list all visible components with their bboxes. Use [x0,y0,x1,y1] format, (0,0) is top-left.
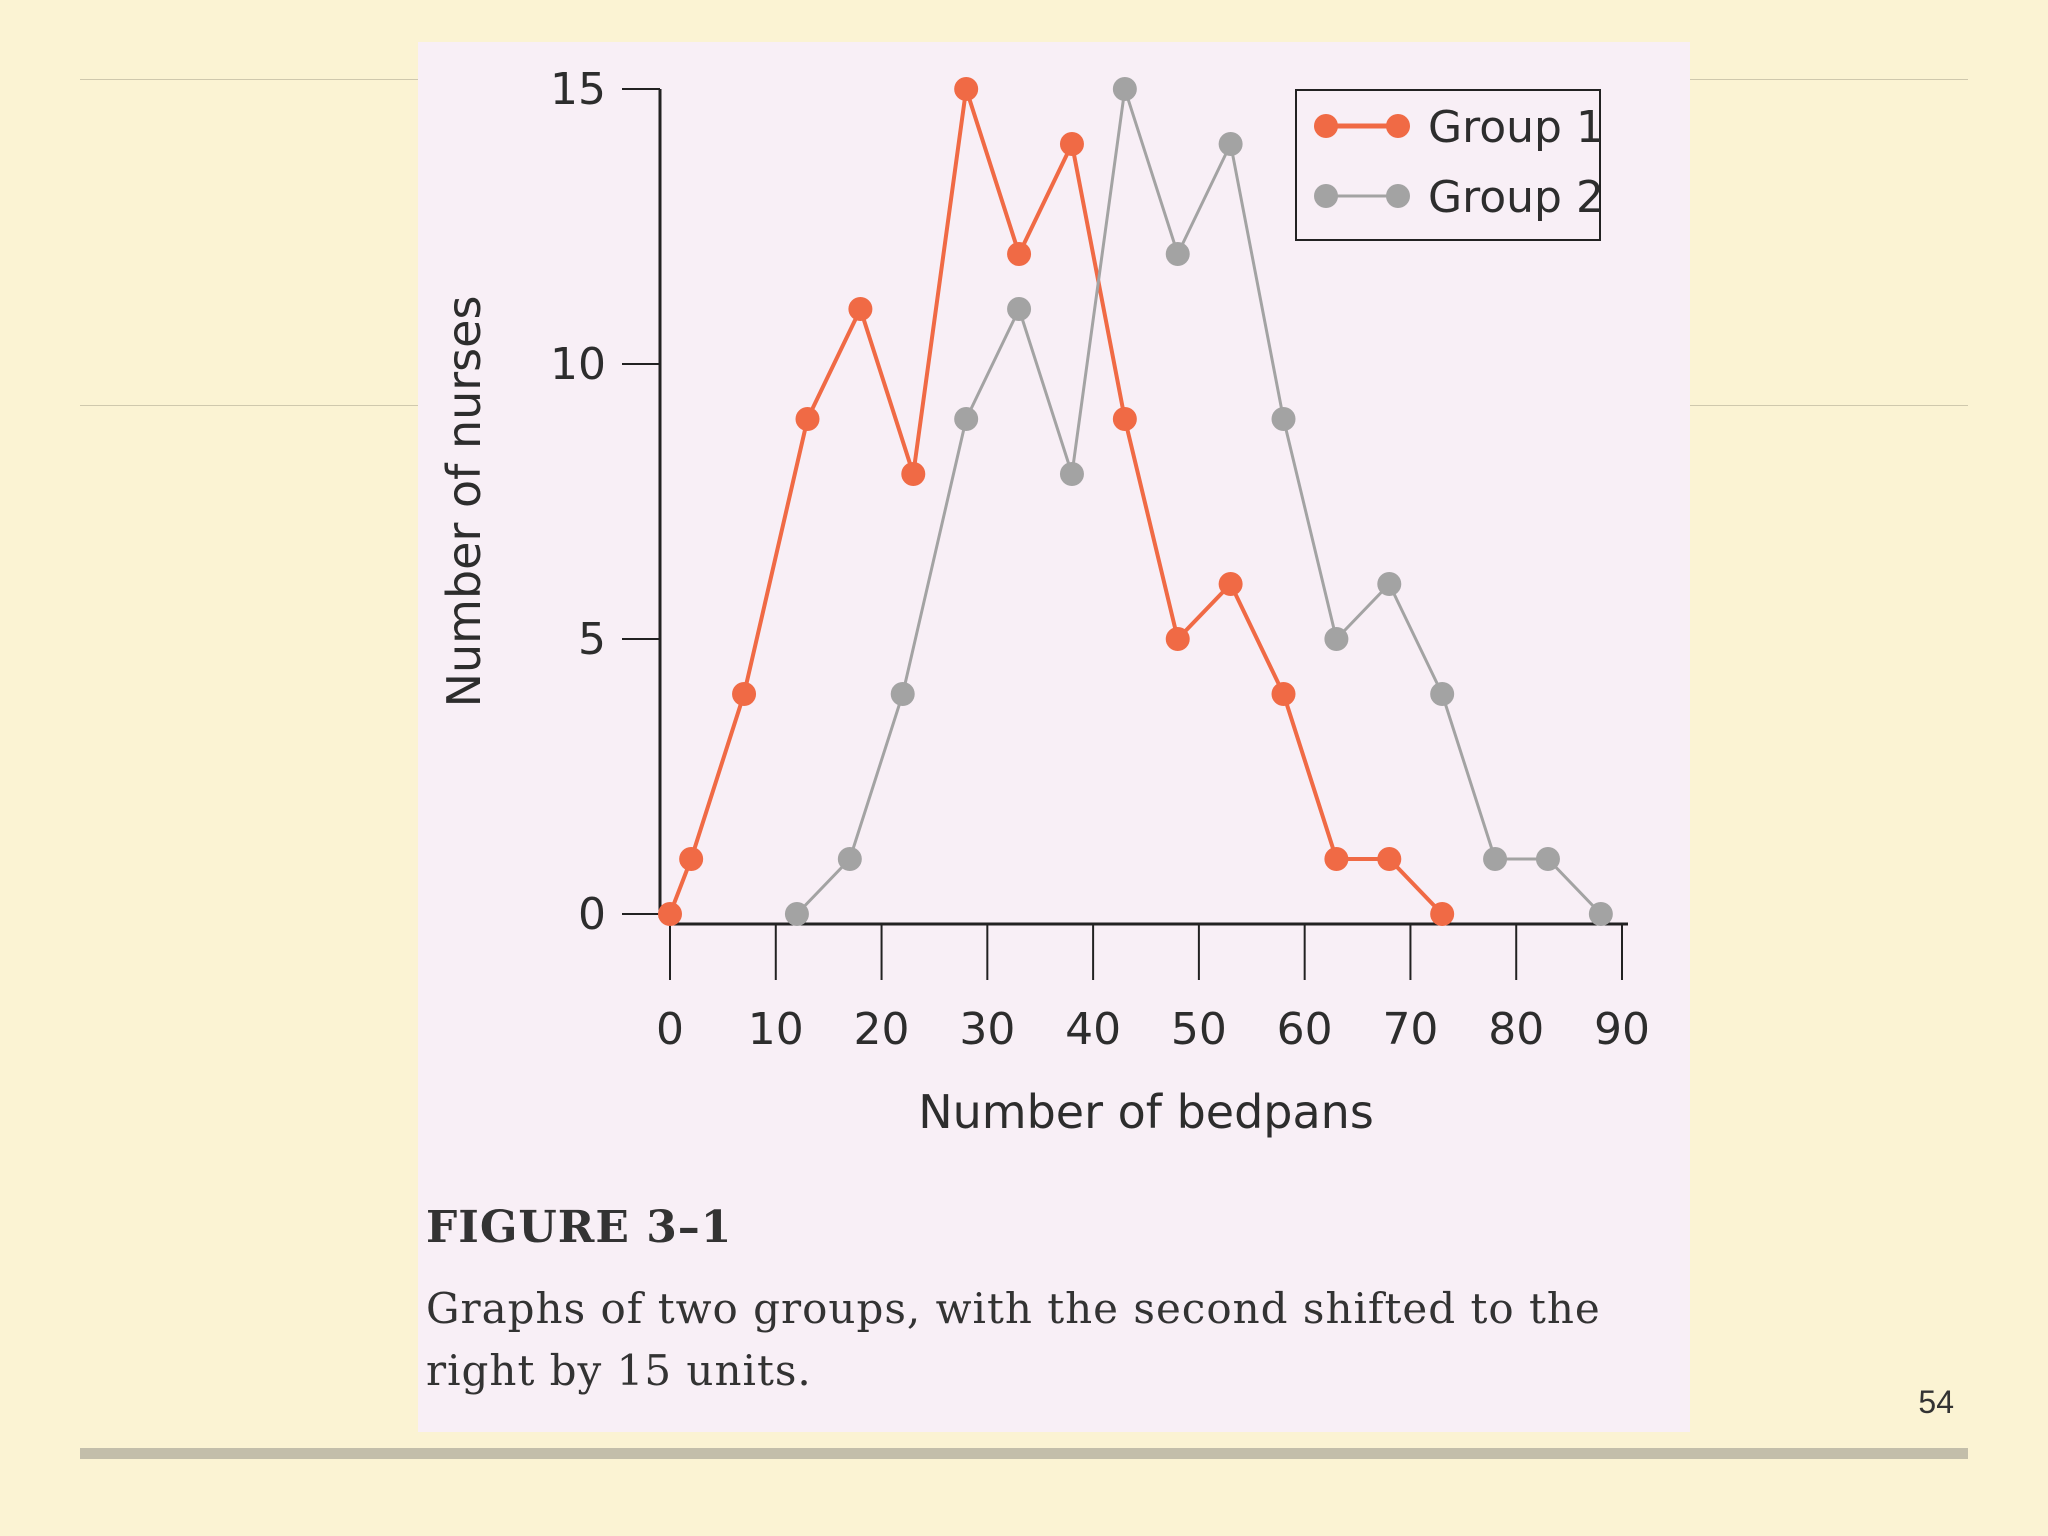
x-tick-label: 40 [1065,1004,1121,1055]
data-point [658,902,682,926]
x-tick-label: 0 [656,1004,684,1055]
data-point [1059,462,1084,486]
data-point [1165,242,1190,266]
data-point [1218,572,1243,596]
data-point [784,902,809,926]
data-point [1377,572,1402,596]
data-point [1112,77,1137,101]
y-axis-label: Number of nurses [437,296,491,708]
data-point [1007,297,1032,321]
series-line-2 [795,87,1602,916]
series-line-1 [668,87,1444,916]
x-tick-label: 70 [1382,1004,1438,1055]
x-tick-label: 60 [1277,1004,1333,1055]
data-point [1588,902,1613,926]
data-point [1165,627,1190,651]
legend-marker [1314,114,1338,138]
legend-label-1: Group 1 [1428,102,1604,153]
y-tick-label: 15 [550,64,606,115]
chart-series-layer [658,77,1613,926]
series-group-2 [784,77,1613,926]
data-point [1059,132,1084,156]
legend-label-2: Group 2 [1428,172,1604,223]
data-point [1324,627,1349,651]
data-point [1377,847,1402,871]
data-point [1112,407,1137,431]
x-tick-label: 90 [1594,1004,1650,1055]
data-point [837,847,862,871]
data-point [1218,132,1243,156]
data-point [1324,847,1349,871]
data-point [1430,682,1455,706]
x-tick-label: 50 [1171,1004,1227,1055]
data-point [954,77,979,101]
chart-axes: 0 5 10 15 0 10 20 30 40 50 60 70 80 90 [550,64,1650,1055]
y-tick-label: 5 [578,614,606,665]
page-number: 54 [1918,1384,1954,1420]
data-point [795,407,820,431]
data-point [890,682,915,706]
legend-marker [1386,114,1410,138]
y-tick-label: 0 [578,889,606,940]
data-point [1483,847,1508,871]
divider-top-right [1690,79,1968,80]
chart-legend: Group 1 Group 2 [1295,89,1604,241]
legend-marker [1314,184,1338,208]
x-tick-label: 30 [959,1004,1015,1055]
data-point [679,847,704,871]
divider-top-left [80,79,418,80]
line-chart: 0 5 10 15 0 10 20 30 40 50 60 70 80 90 Group 1 Group 2… [437,64,1650,1139]
data-point [1271,682,1296,706]
legend-marker [1386,184,1410,208]
series-group-1 [658,77,1455,926]
x-tick-label: 10 [748,1004,804,1055]
divider-mid-left [80,405,418,406]
divider-mid-right [1690,405,1968,406]
x-tick-label: 80 [1488,1004,1544,1055]
data-point [848,297,873,321]
data-point [901,462,926,486]
y-tick-label: 10 [550,339,606,390]
figure-title: FIGURE 3–1 [426,1202,733,1253]
x-axis-label: Number of bedpans [918,1085,1374,1139]
data-point [1007,242,1032,266]
data-point [732,682,757,706]
legend-box [1295,89,1601,241]
data-point [1271,407,1296,431]
divider-bottom [80,1448,1968,1459]
data-point [954,407,979,431]
figure-caption: Graphs of two groups, with the second sh… [426,1284,1601,1395]
data-point [1430,902,1455,926]
figure-scan: 0 5 10 15 0 10 20 30 40 50 60 70 80 90 Group 1 Group 2… [418,42,1690,1432]
data-point [1535,847,1560,871]
x-tick-label: 20 [854,1004,910,1055]
